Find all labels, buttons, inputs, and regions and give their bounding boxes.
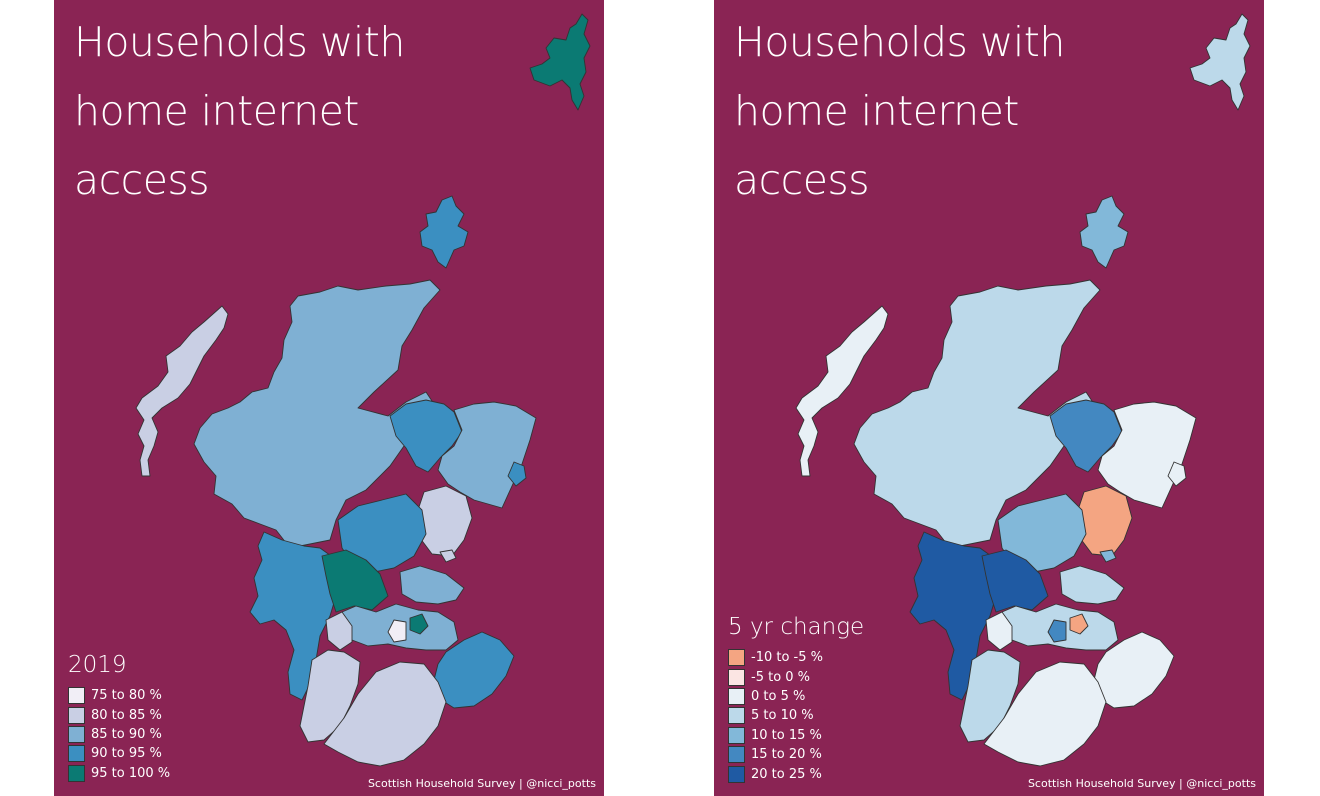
region-fife bbox=[1059, 565, 1125, 605]
legend-label: 0 to 5 % bbox=[751, 688, 806, 704]
region-angus bbox=[1075, 485, 1133, 557]
title-line: access bbox=[74, 156, 210, 204]
legend-label: 85 to 90 % bbox=[91, 726, 162, 742]
region-aberdeen-city bbox=[507, 461, 527, 487]
title-line: home internet bbox=[734, 87, 1019, 135]
legend-item: 20 to 25 % bbox=[728, 764, 864, 783]
legend-item: 80 to 85 % bbox=[68, 705, 170, 724]
legend-label: 20 to 25 % bbox=[751, 766, 822, 782]
legend-label: 5 to 10 % bbox=[751, 708, 814, 724]
legend-swatch bbox=[68, 706, 85, 724]
legend-item: -10 to -5 % bbox=[728, 648, 864, 667]
legend-title: 2019 bbox=[68, 652, 127, 678]
legend-item: 0 to 5 % bbox=[728, 687, 864, 706]
region-west-lothian bbox=[387, 619, 407, 643]
title-line: home internet bbox=[74, 87, 359, 135]
legend-swatch bbox=[68, 687, 85, 705]
region-shetland bbox=[529, 13, 591, 111]
region-west-lothian bbox=[1047, 619, 1067, 643]
region-fife bbox=[399, 565, 465, 605]
region-western-isles bbox=[795, 305, 889, 477]
scotland-map bbox=[795, 13, 1251, 767]
region-edinburgh bbox=[1069, 613, 1089, 635]
legend-item: -5 to 0 % bbox=[728, 667, 864, 686]
map-title: Households with home internet access bbox=[734, 8, 1074, 215]
legend-label: -5 to 0 % bbox=[751, 669, 811, 685]
region-glasgow bbox=[325, 611, 353, 651]
region-dumfries-galloway bbox=[323, 661, 447, 767]
scotland-map bbox=[135, 13, 591, 767]
region-stirling bbox=[981, 549, 1049, 613]
map-panel-5yr-change: Households with home internet access 5 y… bbox=[714, 0, 1264, 796]
region-shetland bbox=[1189, 13, 1251, 111]
legend-item: 85 to 90 % bbox=[68, 725, 170, 744]
legend-title: 5 yr change bbox=[728, 614, 865, 640]
legend-swatch bbox=[728, 649, 745, 667]
title-line: Households with bbox=[74, 18, 405, 66]
region-aberdeenshire bbox=[1097, 401, 1197, 509]
legend-label: 75 to 80 % bbox=[91, 688, 162, 704]
legend-item: 75 to 80 % bbox=[68, 686, 170, 705]
map-panel-2019: Households with home internet access 201… bbox=[54, 0, 604, 796]
legend-swatch bbox=[728, 726, 745, 744]
map-legend: 2019 75 to 80 % 80 to 85 % 85 to 90 % 90 to… bbox=[68, 652, 170, 783]
legend-swatch bbox=[728, 687, 745, 705]
legend-label: 15 to 20 % bbox=[751, 747, 822, 763]
title-line: access bbox=[734, 156, 870, 204]
legend-swatch bbox=[728, 746, 745, 764]
region-glasgow bbox=[985, 611, 1013, 651]
legend-swatch bbox=[728, 707, 745, 725]
title-line: Households with bbox=[734, 18, 1065, 66]
region-western-isles bbox=[135, 305, 229, 477]
legend-label: 80 to 85 % bbox=[91, 707, 162, 723]
region-stirling bbox=[321, 549, 389, 613]
legend-item: 90 to 95 % bbox=[68, 744, 170, 763]
legend-label: 10 to 15 % bbox=[751, 727, 822, 743]
region-highland bbox=[853, 279, 1101, 549]
legend-swatch bbox=[68, 745, 85, 763]
legend-label: 90 to 95 % bbox=[91, 746, 162, 762]
legend-swatch bbox=[68, 764, 85, 782]
map-legend: 5 yr change -10 to -5 % -5 to 0 % 0 to 5 %… bbox=[728, 614, 864, 784]
region-angus bbox=[415, 485, 473, 557]
region-edinburgh bbox=[409, 613, 429, 635]
region-dundee bbox=[439, 549, 457, 563]
region-highland bbox=[193, 279, 441, 549]
legend-swatch bbox=[728, 668, 745, 686]
legend-item: 15 to 20 % bbox=[728, 745, 864, 764]
legend-item: 95 to 100 % bbox=[68, 764, 170, 783]
region-dundee bbox=[1099, 549, 1117, 563]
map-title: Households with home internet access bbox=[74, 8, 414, 215]
region-aberdeen-city bbox=[1167, 461, 1187, 487]
region-dumfries-galloway bbox=[983, 661, 1107, 767]
legend-swatch bbox=[68, 725, 85, 743]
source-credit: Scottish Household Survey | @nicci_potts bbox=[1027, 777, 1256, 790]
region-orkney bbox=[419, 195, 469, 269]
legend-item: 10 to 15 % bbox=[728, 726, 864, 745]
legend-item: 5 to 10 % bbox=[728, 706, 864, 725]
legend-label: 95 to 100 % bbox=[91, 765, 171, 781]
legend-swatch bbox=[728, 765, 745, 783]
legend-label: -10 to -5 % bbox=[751, 650, 823, 666]
region-aberdeenshire bbox=[437, 401, 537, 509]
region-orkney bbox=[1079, 195, 1129, 269]
source-credit: Scottish Household Survey | @nicci_potts bbox=[367, 777, 596, 790]
